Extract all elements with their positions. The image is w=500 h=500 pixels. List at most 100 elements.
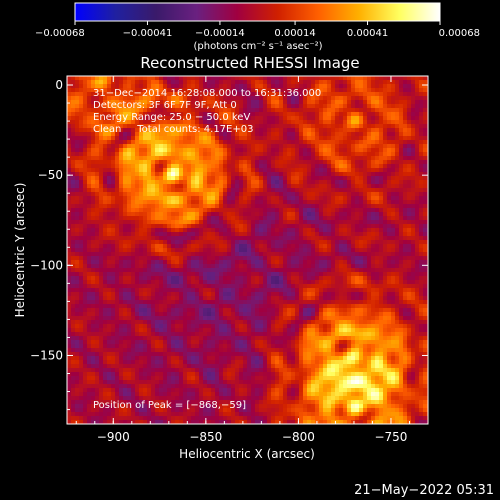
heatmap-cell (163, 120, 167, 124)
heatmap-cell (411, 216, 415, 220)
heatmap-cell (331, 84, 335, 88)
heatmap-cell (155, 252, 159, 256)
heatmap-cell (155, 140, 159, 144)
heatmap-cell (239, 128, 243, 132)
heatmap-cell (363, 84, 367, 88)
heatmap-cell (91, 220, 95, 224)
heatmap-cell (367, 268, 371, 272)
heatmap-cell (147, 280, 151, 284)
heatmap-cell (219, 272, 223, 276)
heatmap-cell (203, 136, 207, 140)
heatmap-cell (251, 144, 255, 148)
heatmap-cell (147, 216, 151, 220)
heatmap-cell (279, 224, 283, 228)
heatmap-cell (83, 208, 87, 212)
heatmap-cell (127, 264, 131, 268)
heatmap-cell (99, 176, 103, 180)
heatmap-cell (135, 228, 139, 232)
heatmap-cell (287, 124, 291, 128)
heatmap-cell (247, 196, 251, 200)
heatmap-cell (159, 116, 163, 120)
heatmap-cell (411, 128, 415, 132)
heatmap-cell (383, 156, 387, 160)
heatmap-cell (283, 100, 287, 104)
heatmap-cell (211, 228, 215, 232)
heatmap-cell (119, 256, 123, 260)
heatmap-cell (275, 280, 279, 284)
heatmap-cell (243, 248, 247, 252)
heatmap-cell (247, 164, 251, 168)
heatmap-cell (303, 212, 307, 216)
heatmap-cell (235, 100, 239, 104)
heatmap-cell (139, 84, 143, 88)
heatmap-cell (79, 212, 83, 216)
heatmap-cell (103, 284, 107, 288)
heatmap-cell (211, 204, 215, 208)
heatmap-cell (171, 100, 175, 104)
heatmap-cell (347, 156, 351, 160)
heatmap-cell (147, 196, 151, 200)
heatmap-cell (283, 84, 287, 88)
heatmap-cell (219, 100, 223, 104)
heatmap-cell (191, 188, 195, 192)
heatmap-cell (407, 108, 411, 112)
heatmap-cell (371, 288, 375, 292)
heatmap-cell (399, 200, 403, 204)
heatmap-cell (283, 108, 287, 112)
heatmap-cell (307, 172, 311, 176)
heatmap-cell (135, 140, 139, 144)
heatmap-cell (123, 108, 127, 112)
heatmap-cell (283, 256, 287, 260)
heatmap-cell (359, 232, 363, 236)
heatmap-cell (163, 76, 167, 80)
heatmap-cell (291, 88, 295, 92)
heatmap-cell (195, 112, 199, 116)
heatmap-cell (351, 164, 355, 168)
heatmap-cell (167, 268, 171, 272)
heatmap-cell (311, 152, 315, 156)
heatmap-cell (343, 280, 347, 284)
heatmap-cell (343, 112, 347, 116)
heatmap-cell (335, 244, 339, 248)
heatmap-cell (339, 124, 343, 128)
heatmap-cell (91, 280, 95, 284)
heatmap-cell (283, 196, 287, 200)
heatmap-cell (239, 124, 243, 128)
heatmap-cell (251, 180, 255, 184)
heatmap-cell (363, 204, 367, 208)
heatmap-cell (251, 84, 255, 88)
heatmap-cell (315, 112, 319, 116)
heatmap-cell (127, 156, 131, 160)
heatmap-cell (179, 272, 183, 276)
heatmap-cell (127, 284, 131, 288)
heatmap-cell (87, 180, 91, 184)
heatmap-cell (395, 272, 399, 276)
heatmap-cell (295, 220, 299, 224)
heatmap-cell (103, 280, 107, 284)
heatmap-cell (75, 196, 79, 200)
heatmap-cell (283, 216, 287, 220)
heatmap-cell (395, 184, 399, 188)
heatmap-cell (351, 268, 355, 272)
heatmap-cell (251, 248, 255, 252)
heatmap-cell (115, 168, 119, 172)
heatmap-cell (211, 208, 215, 212)
heatmap-cell (175, 92, 179, 96)
heatmap-cell (343, 180, 347, 184)
heatmap-cell (271, 124, 275, 128)
heatmap-cell (203, 76, 207, 80)
heatmap-cell (127, 92, 131, 96)
heatmap-cell (75, 124, 79, 128)
heatmap-cell (195, 180, 199, 184)
heatmap-cell (379, 92, 383, 96)
heatmap-cell (331, 152, 335, 156)
heatmap-cell (203, 244, 207, 248)
heatmap-cell (79, 216, 83, 220)
heatmap-cell (411, 224, 415, 228)
heatmap-cell (203, 284, 207, 288)
heatmap-cell (175, 196, 179, 200)
heatmap-cell (347, 228, 351, 232)
heatmap-cell (215, 92, 219, 96)
heatmap-cell (371, 80, 375, 84)
heatmap-cell (339, 228, 343, 232)
